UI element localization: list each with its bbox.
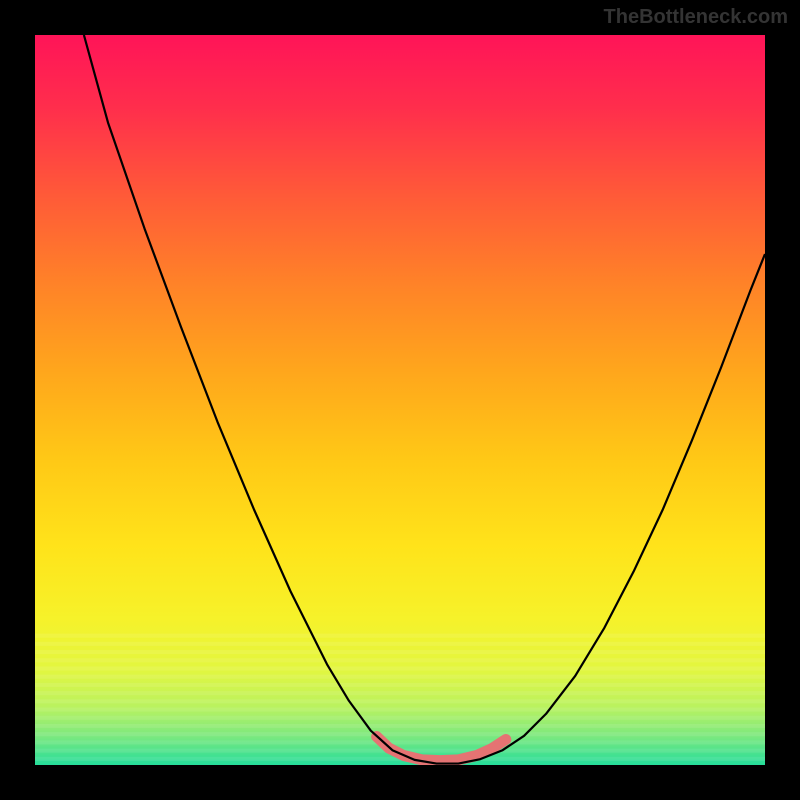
plot-background	[35, 35, 765, 765]
chart-container: TheBottleneck.com	[0, 0, 800, 800]
watermark-label: TheBottleneck.com	[604, 6, 788, 28]
chart-svg: TheBottleneck.com	[0, 0, 800, 800]
